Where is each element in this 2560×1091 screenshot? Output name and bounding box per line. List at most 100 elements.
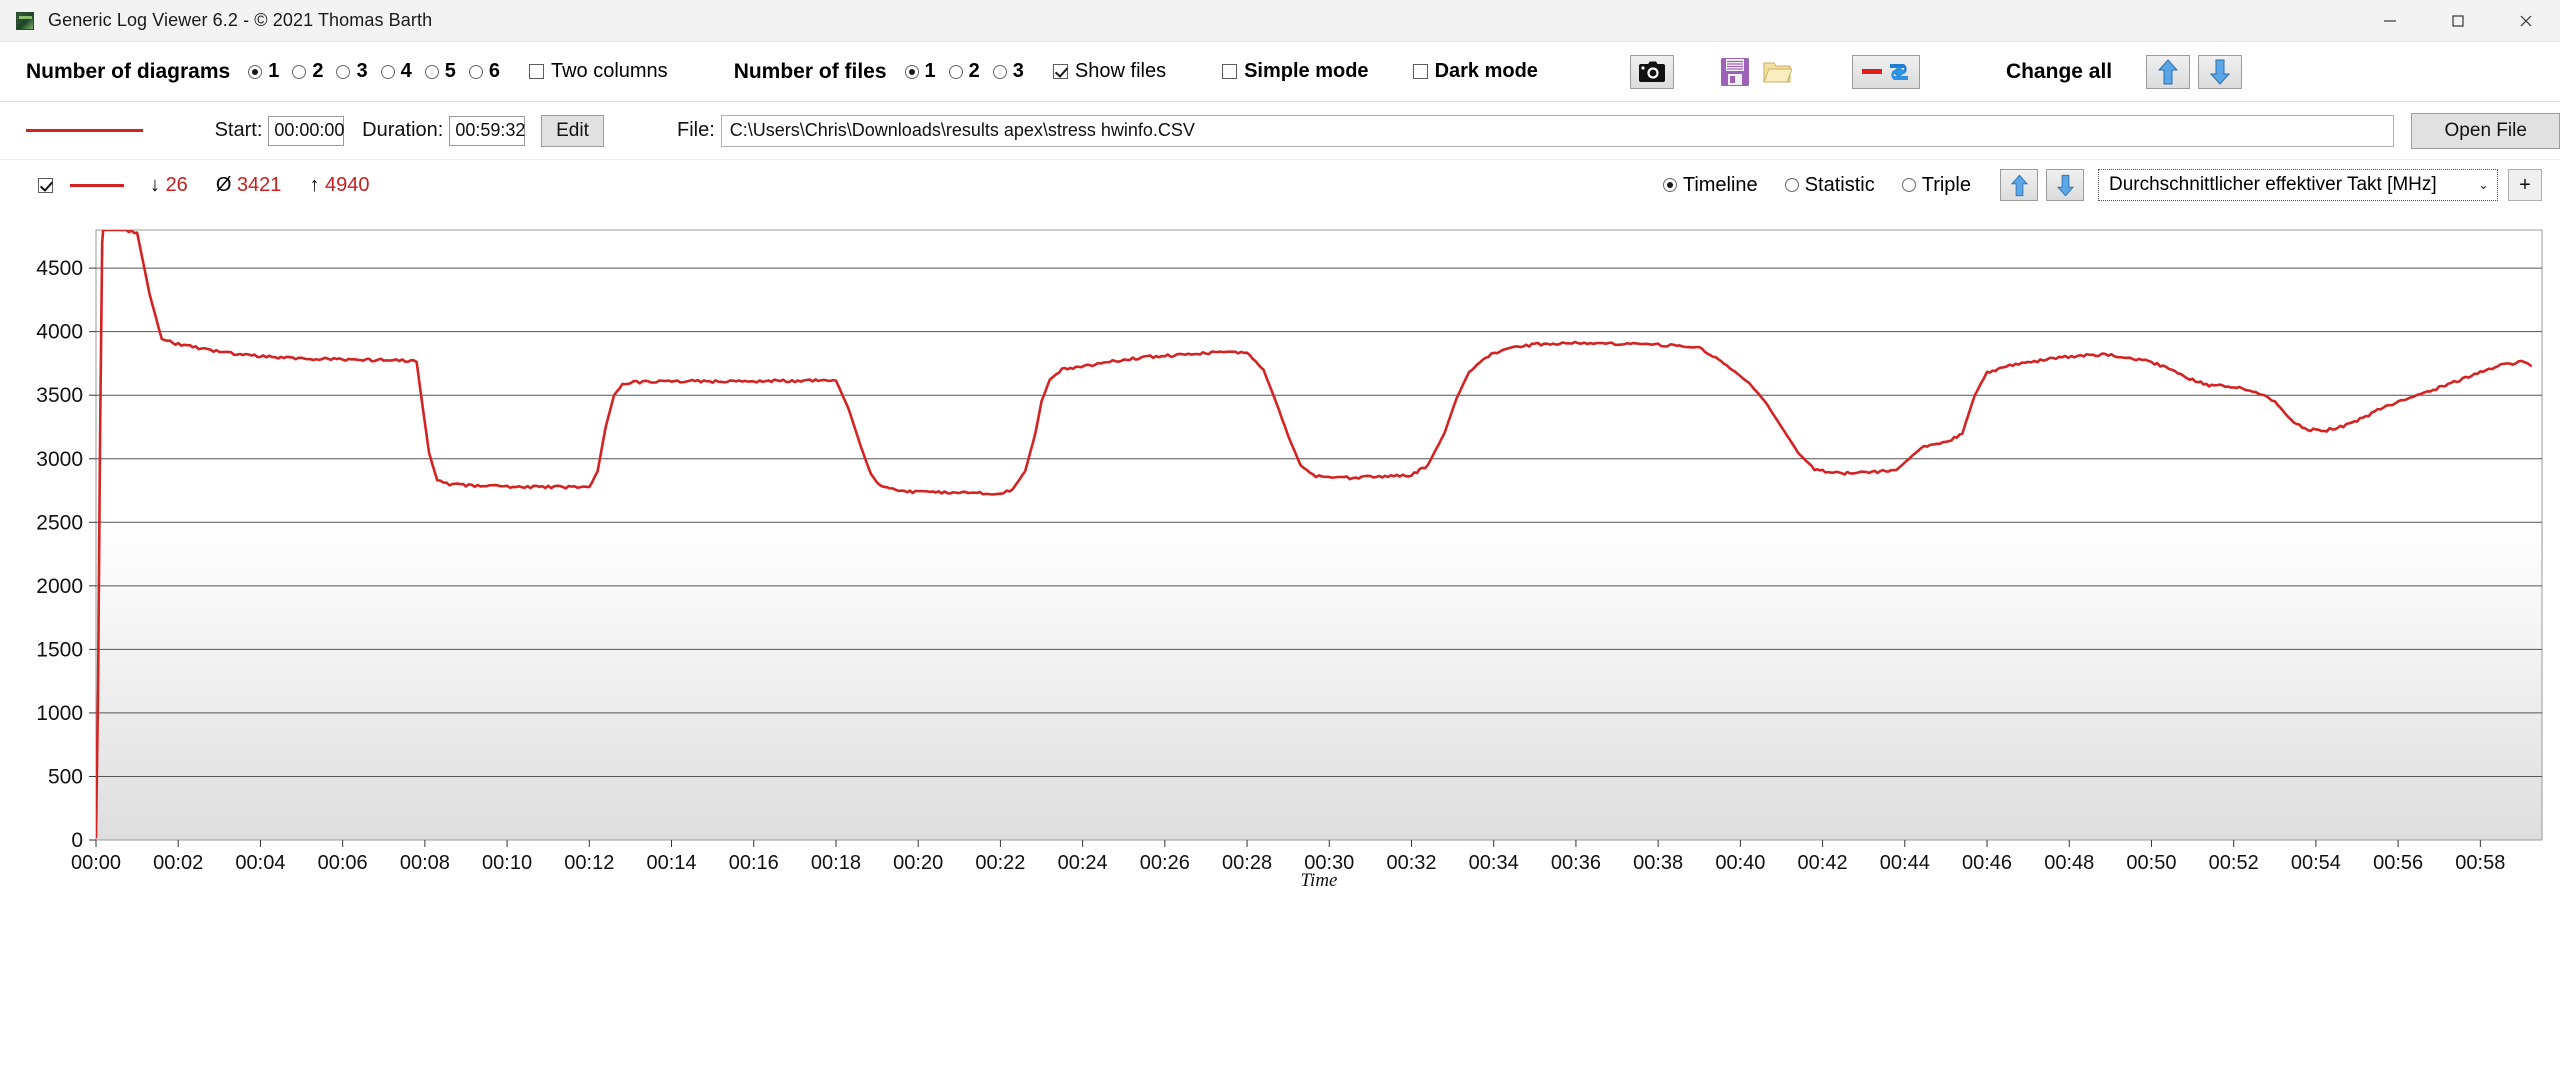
plot-background [95,229,2543,841]
change-all-up-button[interactable] [2146,54,2191,89]
arrow-down-icon [2056,174,2074,196]
checkbox-label: Show files [1074,60,1167,82]
radio-indicator [424,64,439,79]
timeline-chart[interactable]: 0 500 1000 1500 2000 2500 3000 3500 4000 4500 00:… [0,210,2560,1091]
sensor-select[interactable]: Durchschnittlicher effektiver Takt [MHz]… [2098,169,2498,201]
radio-indicator [248,64,263,79]
close-button[interactable] [2492,0,2560,42]
start-input[interactable]: 00:00:00 [268,115,344,146]
stat-min-symbol: ↓ [150,173,160,196]
folder-icon [1763,62,1792,82]
window-controls [2356,0,2560,42]
y-tick-label: 0 [71,829,83,852]
radio-view-triple[interactable]: Triple [1901,173,1971,197]
stat-min-value: 26 [165,173,188,196]
two-columns-checkbox[interactable]: Two columns [528,60,668,83]
radio-files-1[interactable]: 1 [904,60,936,83]
chart-area: 0 500 1000 1500 2000 2500 3000 3500 4000 4500 00:… [0,210,2560,1091]
radio-files-2[interactable]: 2 [948,60,980,83]
duration-input[interactable]: 00:59:32 [449,115,525,146]
y-tick-label: 2000 [36,575,83,598]
floppy-disk-icon [1720,57,1749,86]
x-tick-label: 00:58 [2455,852,2505,874]
radio-indicator [380,64,395,79]
radio-indicator [1662,178,1677,192]
open-folder-button[interactable] [1760,55,1794,89]
radio-diagrams-6[interactable]: 6 [468,60,500,83]
series-row: ↓ 26 Ø 3421 ↑ 4940 Timeline Statistic Tr… [0,160,2560,210]
x-tick-label: 00:12 [564,852,614,874]
radio-diagrams-1[interactable]: 1 [248,60,279,83]
series-move-down-button[interactable] [2046,169,2084,201]
radio-label: 2 [312,60,324,82]
y-tick-label: 500 [48,765,83,788]
start-label: Start: [214,119,263,141]
x-tick-label: 00:46 [1962,852,2012,874]
dark-mode-checkbox[interactable]: Dark mode [1412,60,1538,83]
y-tick-label: 2500 [36,511,83,534]
minimize-button[interactable] [2356,0,2424,42]
radio-diagrams-2[interactable]: 2 [292,60,323,83]
simple-mode-checkbox[interactable]: Simple mode [1222,60,1369,83]
add-series-button[interactable]: + [2508,169,2542,201]
save-button[interactable] [1718,55,1752,89]
checkbox-label: Simple mode [1244,60,1369,82]
x-tick-label: 00:04 [235,852,285,874]
x-axis-ticks: 00:00 00:02 00:04 00:06 00:08 00:10 00:12 00:14… [71,840,2505,874]
screenshot-button[interactable] [1629,54,1674,89]
window-title: Generic Log Viewer 6.2 - © 2021 Thomas B… [48,10,433,30]
stat-min: ↓ 26 [150,174,188,197]
x-tick-label: 00:34 [1469,852,1519,874]
series-color-swatch[interactable] [26,129,143,132]
change-all-label: Change all [2005,59,2113,83]
radio-files-3[interactable]: 3 [992,60,1024,83]
radio-indicator [904,64,919,79]
stat-avg-symbol: Ø [215,173,232,196]
x-tick-label: 00:36 [1551,852,1601,874]
checkbox-label: Two columns [550,60,668,82]
series-enabled-checkbox[interactable] [38,177,53,193]
radio-label: 1 [924,60,936,82]
radio-diagrams-3[interactable]: 3 [336,60,368,83]
open-file-button[interactable]: Open File [2411,112,2560,149]
x-axis-label: Time [1301,870,1338,891]
radio-label: Statistic [1804,173,1875,196]
stat-max-value: 4940 [325,173,370,196]
y-tick-label: 4000 [36,321,83,344]
x-tick-label: 00:10 [482,852,532,874]
radio-diagrams-4[interactable]: 4 [380,60,412,83]
x-tick-label: 00:32 [1386,852,1436,874]
arrow-up-icon [2158,58,2179,84]
x-tick-label: 00:22 [975,852,1025,874]
stat-max-symbol: ↑ [309,173,320,196]
radio-view-timeline[interactable]: Timeline [1662,173,1758,197]
series-move-up-button[interactable] [2000,169,2038,201]
x-tick-label: 00:06 [318,852,368,874]
number-of-diagrams-label: Number of diagrams [26,59,231,83]
change-all-down-button[interactable] [2198,54,2243,89]
radio-view-statistic[interactable]: Statistic [1784,173,1875,197]
show-files-checkbox[interactable]: Show files [1052,60,1167,83]
x-tick-label: 00:44 [1880,852,1930,874]
chevron-down-icon: ⌄ [2478,177,2489,192]
file-path-input[interactable]: C:\Users\Chris\Downloads\results apex\st… [720,114,2394,147]
edit-button[interactable]: Edit [541,114,604,147]
series-color-line[interactable] [70,183,124,187]
file-label: File: [676,119,715,141]
radio-diagrams-5[interactable]: 5 [424,60,456,83]
x-tick-label: 00:52 [2209,852,2259,874]
radio-label: Triple [1921,173,1971,196]
camera-icon [1638,61,1665,82]
x-tick-label: 00:14 [646,852,696,874]
sensor-select-value: Durchschnittlicher effektiver Takt [MHz] [2109,174,2437,195]
main-toolbar: Number of diagrams 1 2 3 4 5 6 Two colum… [0,42,2560,102]
y-tick-label: 1500 [36,638,83,661]
swap-series-button[interactable] [1851,54,1920,89]
radio-label: Timeline [1682,173,1758,196]
x-tick-label: 00:26 [1140,852,1190,874]
checkbox-indicator [1222,64,1238,79]
radio-indicator [292,64,307,79]
y-tick-label: 3000 [36,448,83,471]
swap-refresh-icon [1861,63,1908,80]
maximize-button[interactable] [2424,0,2492,42]
